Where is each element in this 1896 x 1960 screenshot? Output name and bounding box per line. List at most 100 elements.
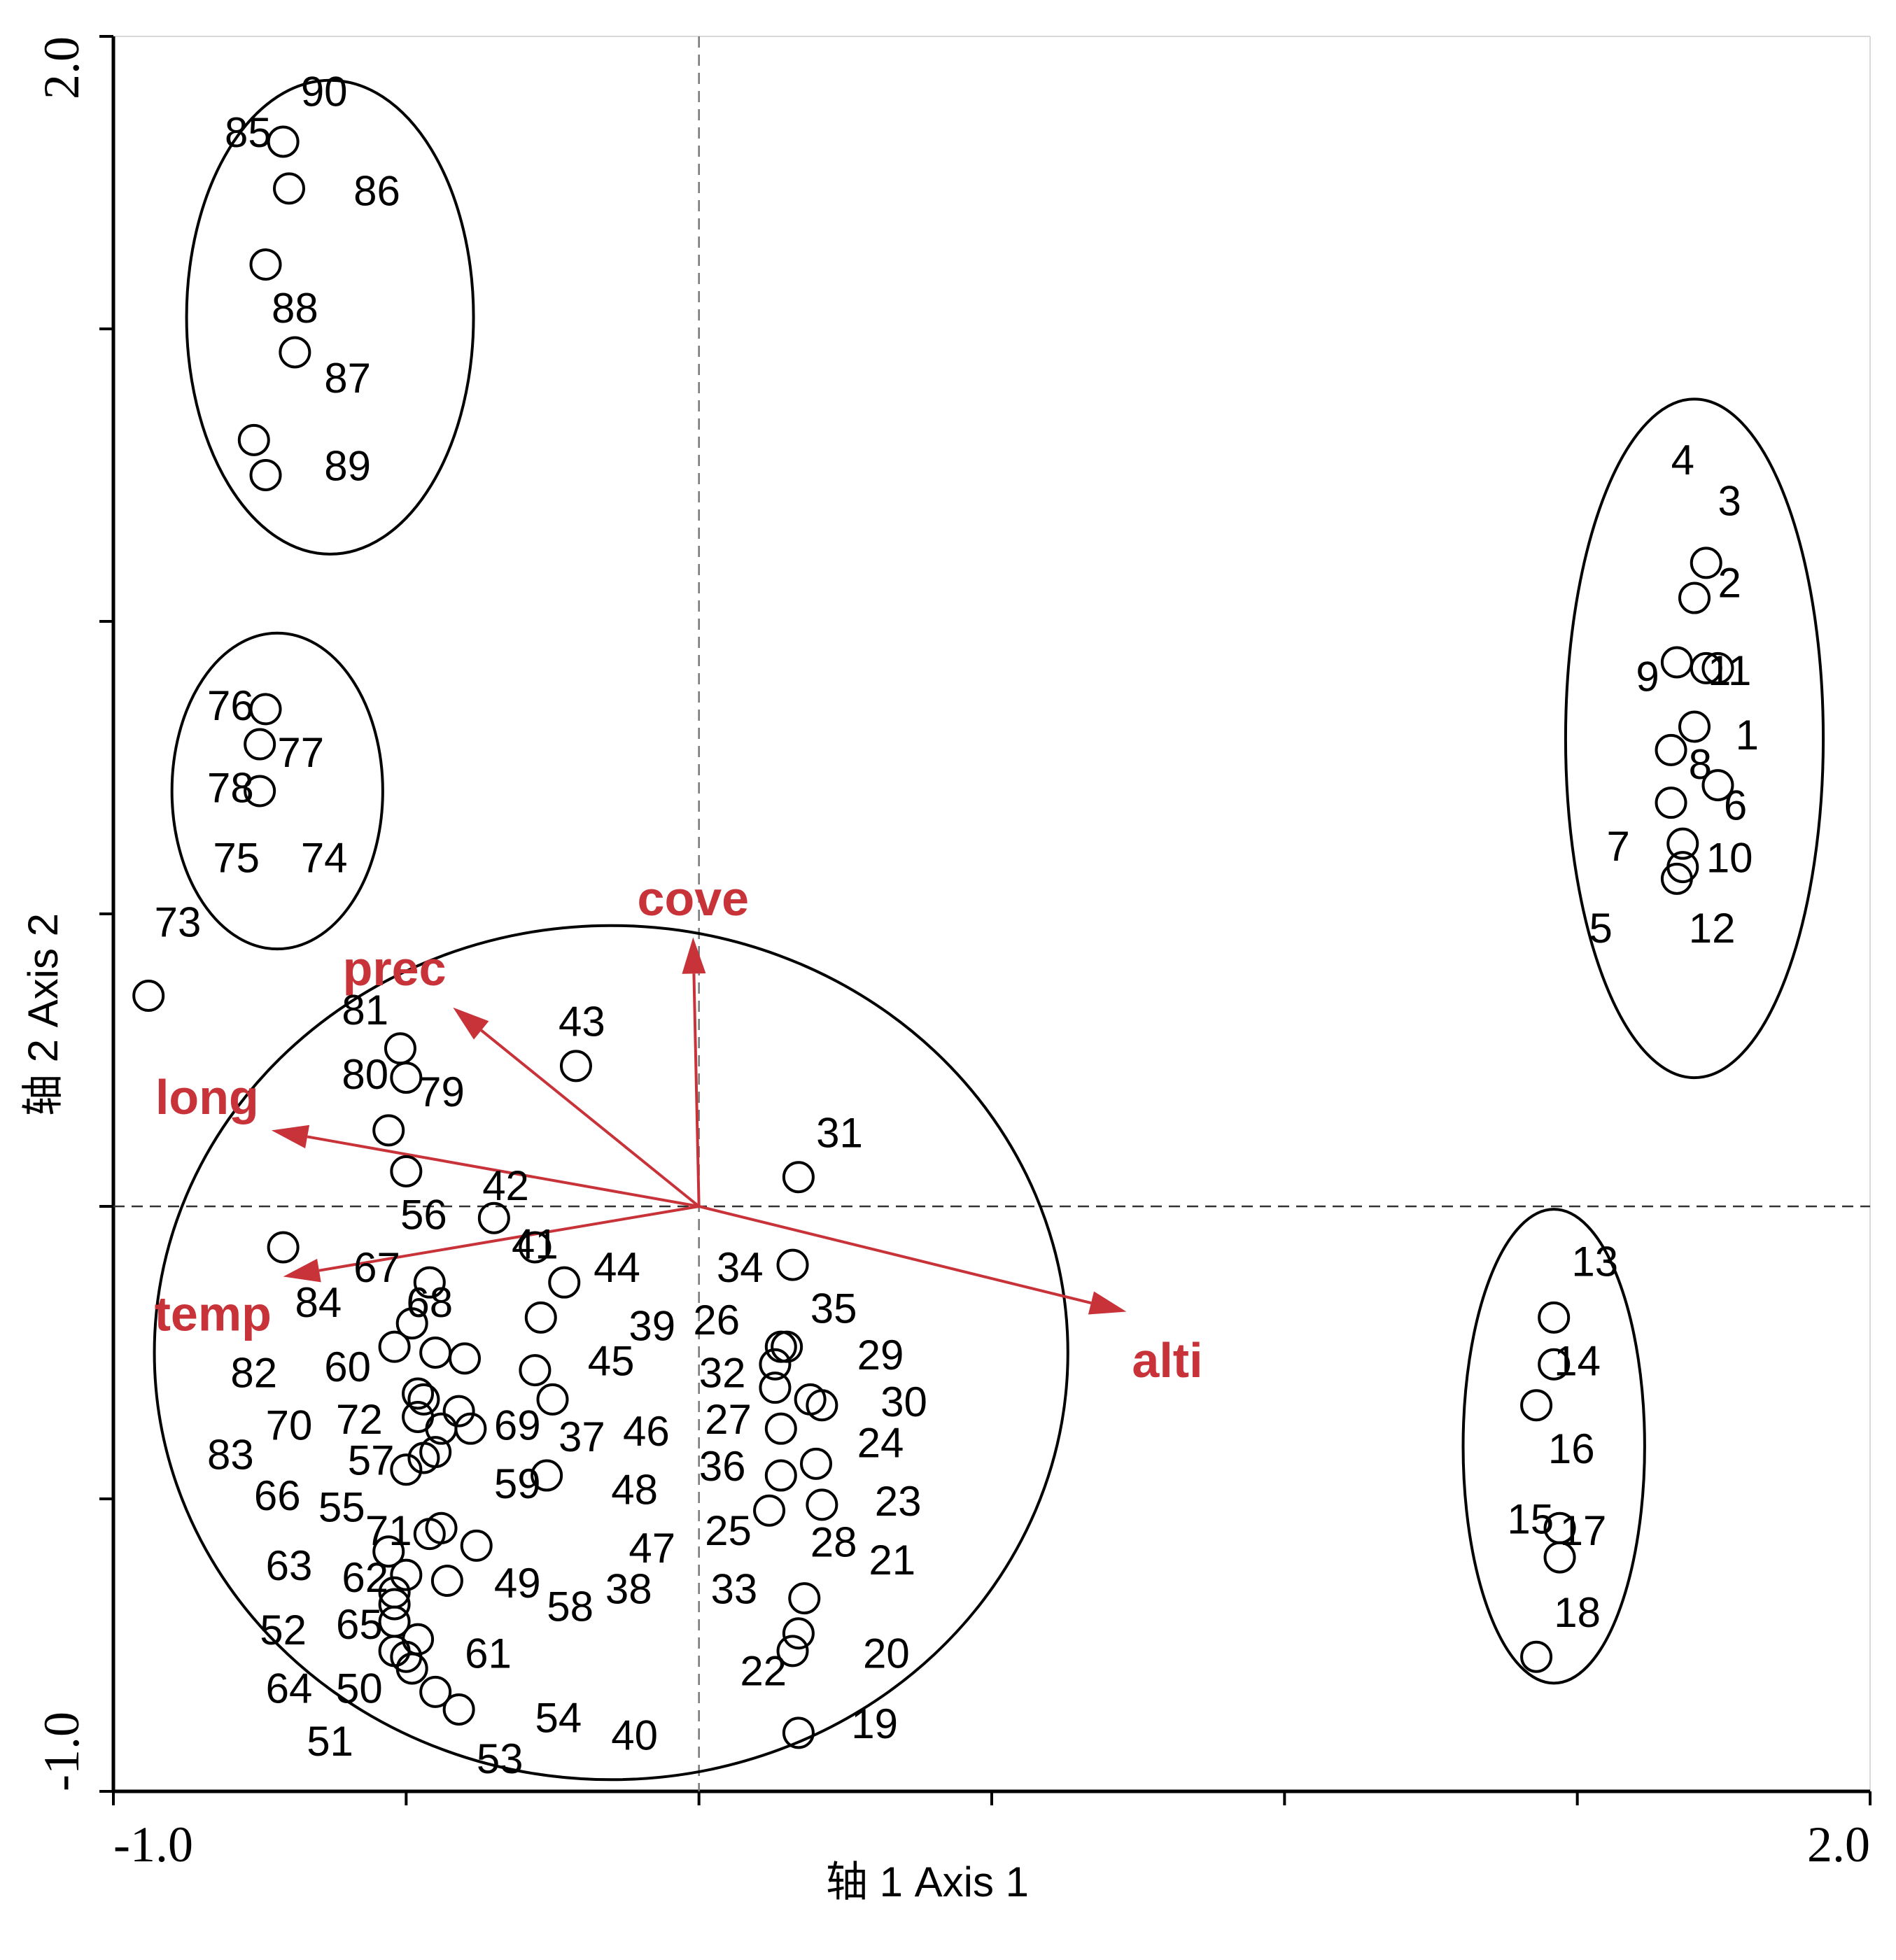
sample-point [1701,769,1734,802]
sample-point [267,125,300,158]
arrow-long-head [271,1124,310,1149]
point-label: 78 [207,764,254,811]
sample-point [460,1529,493,1562]
group-ellipse [185,78,475,556]
point-label: 1 [1736,712,1759,759]
point-label: 43 [559,999,605,1045]
group-ellipse [153,924,1069,1782]
sample-point [1660,646,1693,679]
sample-point [249,459,282,491]
sample-point [764,1330,797,1363]
point-label: 84 [295,1279,342,1326]
sample-point [782,1161,815,1194]
arrow-prec-head [453,1007,489,1040]
point-label: 74 [301,835,348,882]
point-label: 48 [611,1466,658,1513]
point-label: 73 [155,899,202,946]
reference-lines [113,36,1870,1791]
point-label: 72 [336,1396,383,1443]
sample-point [536,1383,569,1416]
point-label: 3 [1718,478,1741,525]
point-label: 16 [1548,1425,1595,1472]
sample-point [395,1652,428,1685]
sample-point [519,1354,552,1387]
group-ellipses [153,78,1825,1782]
sample-point [372,1114,405,1147]
sample-point [378,1588,411,1621]
x-axis-title: 轴 1 Axis 1 [826,1859,1029,1905]
point-label: 17 [1560,1507,1607,1554]
sample-point [806,1488,838,1521]
point-label: 47 [629,1525,675,1572]
sample-point [759,1372,792,1404]
point-label: 44 [594,1244,640,1291]
point-label: 40 [611,1712,658,1759]
point-label: 49 [494,1560,541,1607]
sample-point [759,1348,792,1381]
sample-point [753,1494,786,1527]
sample-point [1655,787,1687,819]
axis-ticks: -1.0 2.0 -1.0 2.0 [34,35,1872,1873]
point-label: 11 [1708,647,1751,694]
point-label: 86 [353,168,400,215]
group-ellipse [170,631,384,951]
point-label: 59 [494,1460,541,1507]
point-label: 57 [348,1437,395,1484]
sample-point [384,1032,416,1065]
sample-point [1520,1640,1553,1673]
point-label: 10 [1706,835,1753,882]
point-label: 89 [324,442,371,489]
point-label: 5 [1589,905,1612,952]
sample-point [1678,710,1711,743]
sample-point [244,728,276,761]
point-label: 76 [207,682,254,729]
point-label: 42 [482,1162,529,1209]
point-label: 33 [710,1566,757,1613]
sample-point [477,1201,510,1234]
point-label: 4 [1671,437,1694,484]
point-label: 8 [1689,741,1712,788]
sample-point [548,1266,581,1299]
sample-point [764,1412,797,1445]
point-label: 26 [693,1297,740,1344]
point-label: 28 [810,1519,857,1566]
sample-point [407,1383,440,1416]
arrow-long-label: long [155,1070,259,1124]
group-ellipse [1461,1208,1646,1685]
sample-point [390,1453,423,1486]
y-tick-label: -1.0 [34,1712,90,1791]
point-label: 83 [207,1431,254,1478]
sample-point [442,1395,475,1427]
arrow-alti-label: alti [1132,1333,1202,1388]
sample-point [419,1675,452,1708]
sample-point [395,1307,428,1340]
sample-point [449,1342,481,1375]
arrow-alti-line [698,1205,1092,1304]
point-label: 46 [623,1408,670,1455]
group-ellipse [1564,397,1825,1080]
point-label: 19 [851,1700,898,1747]
arrow-cove-line [692,973,701,1207]
point-label: 12 [1689,905,1736,952]
y-axis-title: 轴 2 Axis 2 [20,913,66,1116]
sample-point [1655,733,1687,766]
arrow-temp-label: temp [155,1286,272,1341]
x-tick-label: 2.0 [1807,1817,1870,1873]
sample-point [1538,1301,1571,1334]
point-label: 90 [301,68,348,115]
point-label: 36 [699,1443,746,1490]
point-label: 56 [400,1192,447,1239]
point-label: 41 [512,1220,559,1267]
sample-point [764,1459,797,1492]
point-label: 20 [863,1630,910,1677]
point-label: 61 [465,1630,512,1677]
sample-point [413,1518,446,1551]
point-label: 85 [225,109,272,156]
point-label: 70 [266,1402,313,1449]
point-label: 52 [260,1607,307,1654]
arrow-cove-head [682,937,706,974]
sample-point [390,1062,423,1094]
point-label: 80 [342,1051,388,1098]
point-label: 71 [365,1507,412,1554]
sample-point [1666,827,1699,860]
